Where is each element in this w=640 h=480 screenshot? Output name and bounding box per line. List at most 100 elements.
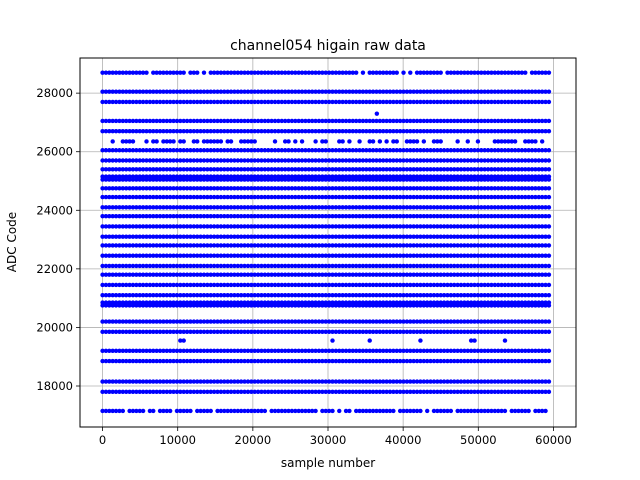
data-point: [107, 70, 112, 75]
data-point: [435, 139, 440, 144]
data-point: [103, 243, 109, 248]
data-point: [445, 319, 450, 324]
data-point: [438, 139, 443, 144]
data-point: [367, 263, 372, 269]
data-point: [489, 253, 494, 258]
data-point: [499, 263, 504, 269]
data-point: [512, 194, 518, 200]
data-point: [154, 293, 159, 298]
data-point: [188, 293, 193, 298]
data-point: [147, 205, 153, 210]
data-point: [489, 243, 494, 248]
data-point: [188, 213, 193, 219]
data-point: [343, 129, 349, 134]
data-point: [310, 70, 315, 75]
data-point: [381, 158, 386, 163]
data-point: [262, 234, 268, 239]
data-point: [211, 118, 217, 124]
data-point: [435, 148, 440, 153]
data-point: [408, 89, 413, 94]
data-point: [282, 253, 288, 258]
data-point: [438, 263, 443, 269]
data-point: [235, 272, 241, 277]
data-point: [174, 70, 180, 75]
data-point: [472, 293, 477, 298]
data-point: [208, 224, 213, 229]
data-point: [205, 118, 210, 124]
data-point: [489, 234, 494, 239]
data-point: [239, 148, 244, 153]
data-point: [347, 177, 352, 182]
data-point: [113, 272, 119, 277]
data-point: [323, 186, 328, 191]
data-point: [539, 186, 545, 191]
data-point: [306, 282, 312, 288]
data-point: [516, 293, 521, 298]
data-point: [127, 139, 132, 144]
data-point: [188, 167, 193, 172]
data-point: [113, 224, 119, 229]
data-point: [364, 319, 369, 324]
data-point: [272, 319, 278, 324]
data-point: [438, 194, 443, 200]
data-point: [286, 194, 291, 200]
data-point: [208, 177, 213, 182]
data-point: [472, 263, 477, 269]
data-point: [404, 293, 410, 298]
data-point: [431, 282, 437, 288]
data-point: [130, 89, 136, 94]
data-point: [279, 186, 284, 191]
data-point: [252, 243, 257, 248]
data-point: [357, 243, 362, 248]
data-point: [411, 177, 416, 182]
data-point: [367, 213, 372, 219]
data-point: [370, 234, 376, 239]
data-point: [289, 282, 295, 288]
data-point: [215, 139, 220, 144]
data-point: [333, 303, 339, 308]
data-point: [472, 186, 477, 191]
data-point: [174, 158, 180, 163]
data-point: [178, 148, 183, 153]
data-point: [137, 194, 142, 200]
data-point: [536, 129, 541, 134]
data-point: [330, 99, 335, 105]
data-point: [381, 329, 386, 335]
data-point: [489, 224, 494, 229]
data-point: [364, 158, 369, 163]
data-point: [401, 99, 406, 105]
data-point: [130, 177, 136, 182]
data-point: [543, 89, 548, 94]
data-point: [539, 158, 545, 163]
data-point: [103, 348, 109, 354]
data-point: [343, 158, 349, 163]
data-point: [340, 129, 345, 134]
data-point: [370, 293, 376, 298]
data-point: [188, 205, 193, 210]
data-point: [124, 194, 129, 200]
data-point: [340, 234, 345, 239]
data-point: [225, 205, 230, 210]
data-point: [286, 89, 291, 94]
data-point: [276, 70, 281, 75]
data-point: [147, 303, 153, 308]
data-point: [157, 205, 163, 210]
data-point: [239, 186, 244, 191]
data-point: [306, 272, 312, 277]
data-point: [425, 282, 430, 288]
data-point: [333, 186, 339, 191]
data-point: [215, 129, 220, 134]
data-point: [262, 303, 268, 308]
data-point: [445, 243, 450, 248]
data-point: [245, 329, 251, 335]
data-point: [184, 205, 190, 210]
data-point: [313, 408, 318, 414]
data-point: [431, 213, 437, 219]
data-point: [113, 89, 119, 94]
data-point: [282, 243, 288, 248]
data-point: [529, 129, 535, 134]
data-point: [211, 205, 217, 210]
data-point: [181, 177, 186, 182]
data-point: [161, 186, 166, 191]
data-point: [130, 293, 136, 298]
